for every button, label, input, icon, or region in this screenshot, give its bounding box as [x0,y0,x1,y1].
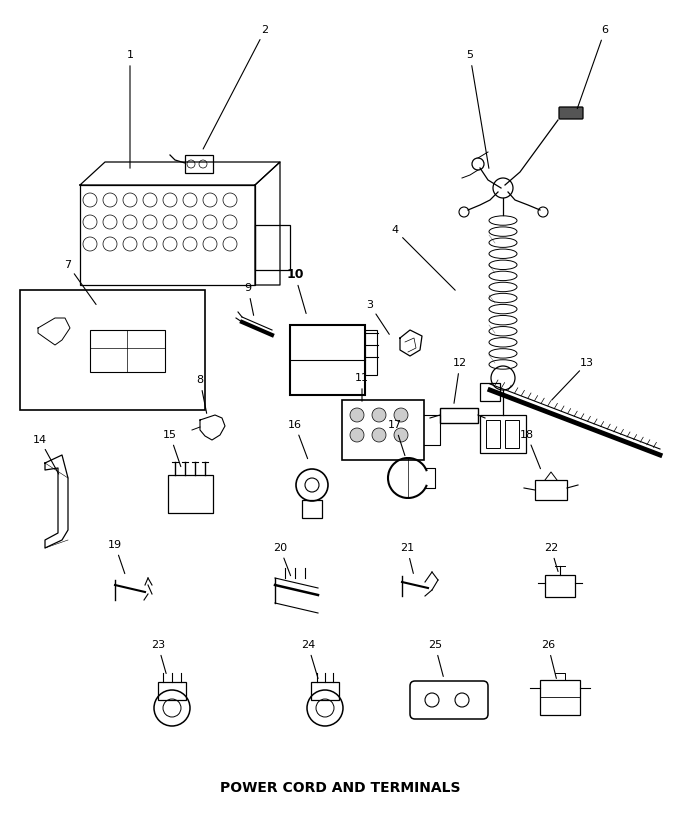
Text: 25: 25 [428,640,442,650]
Text: 17: 17 [388,420,402,430]
Circle shape [350,408,364,422]
Text: 12: 12 [453,358,467,368]
Text: 3: 3 [367,300,373,310]
Text: 19: 19 [108,540,122,550]
Text: 21: 21 [400,543,414,553]
Text: 13: 13 [580,358,594,368]
Text: 26: 26 [541,640,555,650]
Text: 11: 11 [355,373,369,383]
Text: 23: 23 [151,640,165,650]
Circle shape [372,428,386,442]
Text: 8: 8 [197,375,203,385]
Circle shape [372,408,386,422]
Text: POWER CORD AND TERMINALS: POWER CORD AND TERMINALS [220,781,460,795]
Text: 15: 15 [163,430,177,440]
Circle shape [350,428,364,442]
Text: 1: 1 [126,50,133,60]
Text: 18: 18 [520,430,534,440]
Circle shape [394,408,408,422]
Text: 5: 5 [466,50,473,60]
Text: 9: 9 [244,283,252,293]
FancyBboxPatch shape [559,107,583,119]
Text: 10: 10 [286,268,304,282]
Text: 24: 24 [301,640,315,650]
Text: 7: 7 [65,260,71,270]
Text: 6: 6 [602,25,609,35]
Text: 16: 16 [288,420,302,430]
Circle shape [394,428,408,442]
Text: 2: 2 [261,25,269,35]
Text: 22: 22 [544,543,558,553]
Text: 14: 14 [33,435,47,445]
Text: 4: 4 [392,225,398,235]
Text: 20: 20 [273,543,287,553]
